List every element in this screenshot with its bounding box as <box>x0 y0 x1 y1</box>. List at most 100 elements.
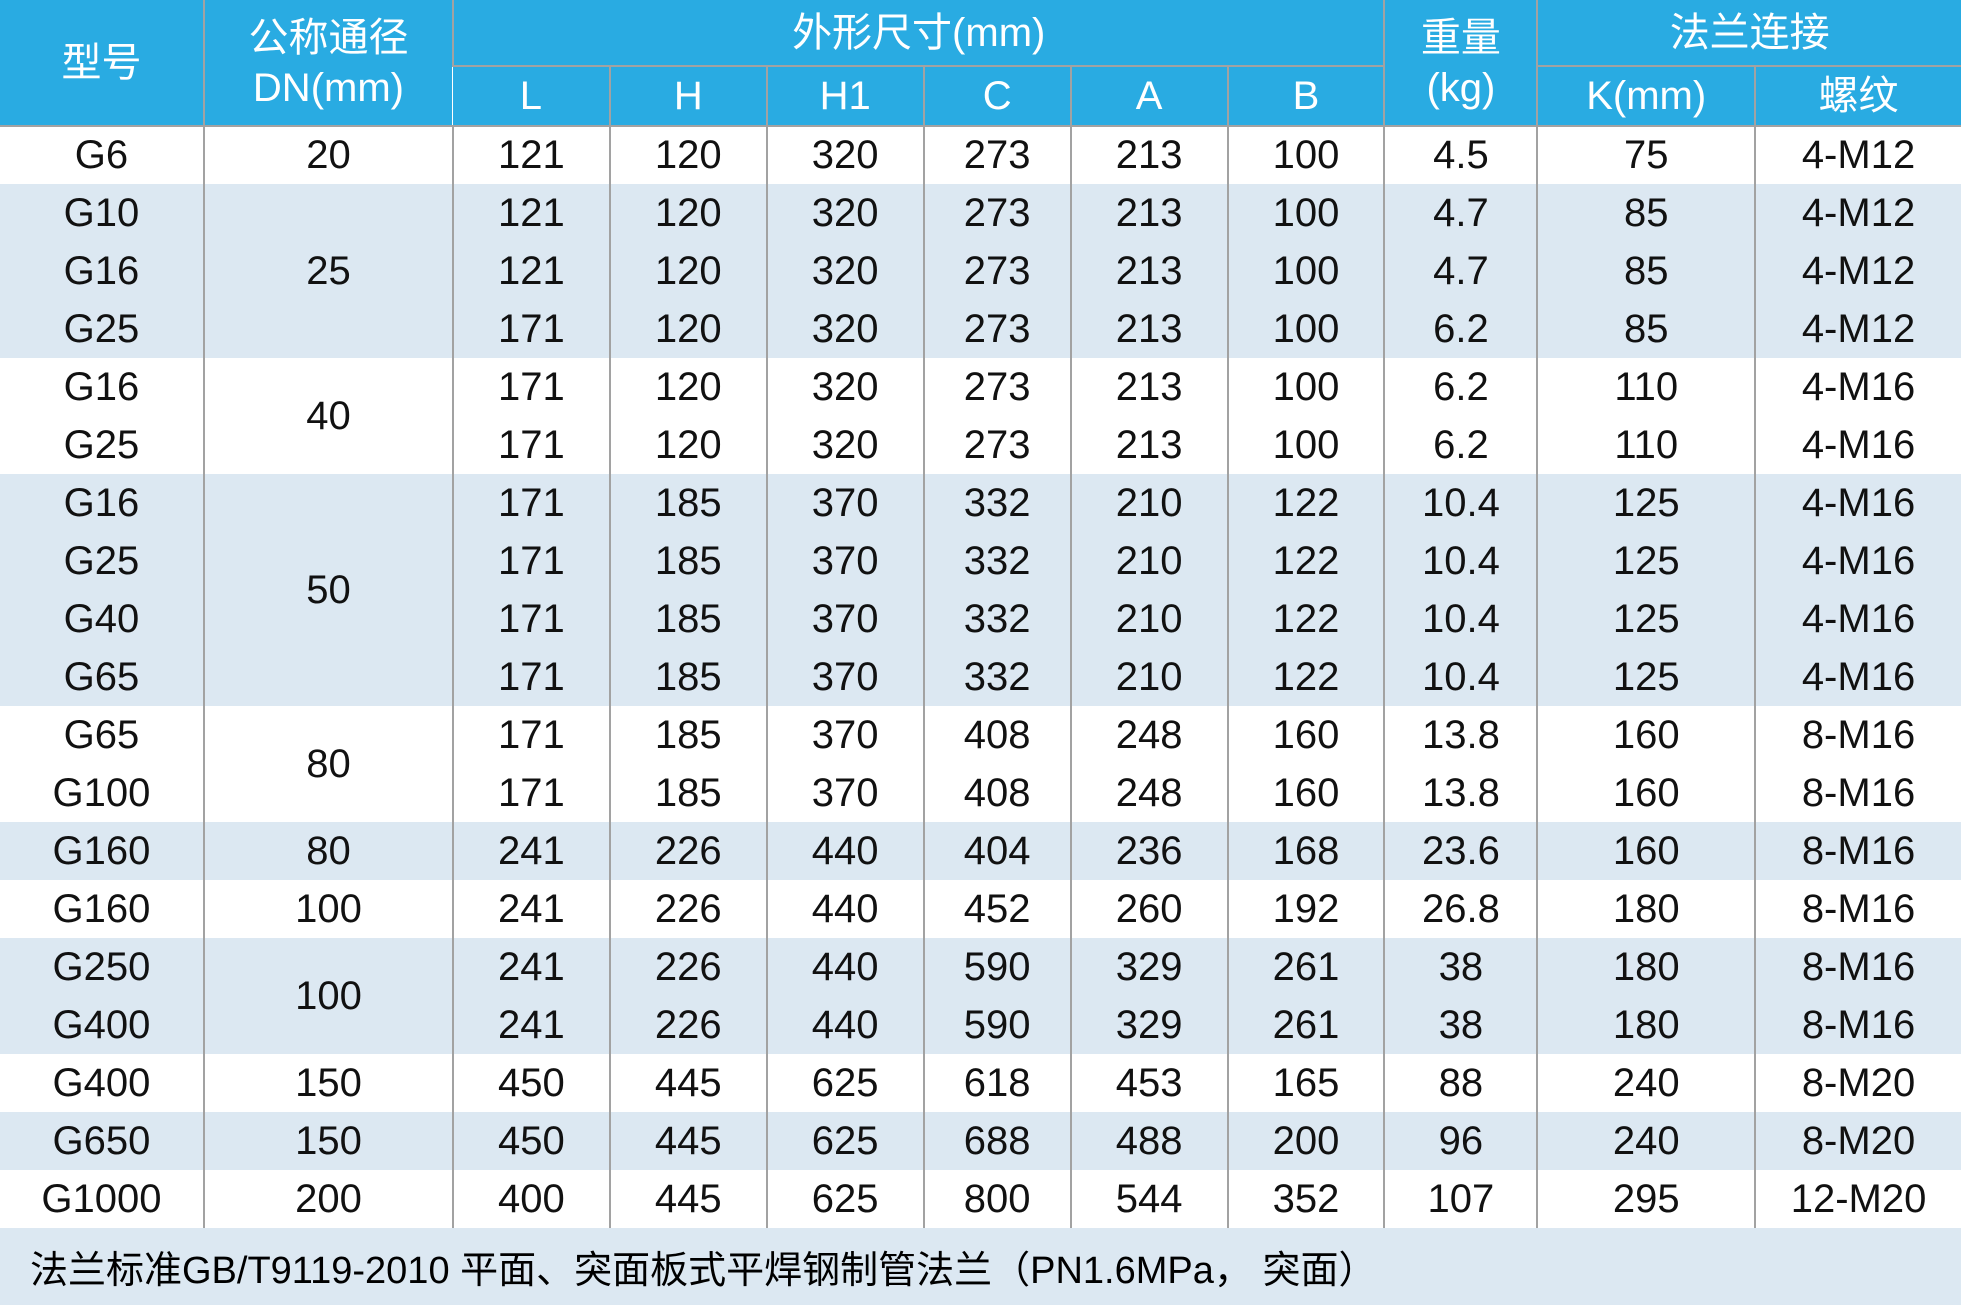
cell-model: G16 <box>63 480 140 525</box>
cell-H: 120 <box>608 358 767 416</box>
cell-K: 85 <box>1536 242 1756 300</box>
cell-dn: 100 <box>202 880 453 938</box>
cell-H1: 370 <box>765 532 924 590</box>
cell-K: 160 <box>1536 822 1756 880</box>
cell-thread: 8-M20 <box>1754 1112 1961 1170</box>
col-header-H1: H1 <box>765 66 924 127</box>
cell-K: 85 <box>1536 184 1756 242</box>
col-header-K: K(mm) <box>1536 66 1756 127</box>
table-row: G400 150 450 445 625 618 453 165 88 240 8-M20 <box>0 1054 1961 1112</box>
cell-L: 241 <box>451 938 610 996</box>
cell-K: 180 <box>1536 880 1756 938</box>
cell-K: 180 <box>1536 996 1756 1054</box>
col-group-dimensions: 外形尺寸(mm) <box>451 0 1385 67</box>
cell-thread: 8-M20 <box>1754 1054 1961 1112</box>
cell-model: G650 <box>52 1118 151 1163</box>
cell-K: 180 <box>1536 938 1756 996</box>
col-header-weight-line2: (kg) <box>1426 65 1496 110</box>
col-header-thread: 螺纹 <box>1754 66 1961 127</box>
cell-L: 400 <box>451 1170 610 1228</box>
cell-L: 121 <box>451 126 610 184</box>
cell-H1: 625 <box>765 1170 924 1228</box>
cell-model: G65 <box>63 654 140 699</box>
cell-H: 226 <box>608 996 767 1054</box>
cell-H1: 370 <box>765 590 924 648</box>
cell-model: G10 <box>63 190 140 235</box>
cell-A: 213 <box>1069 300 1228 358</box>
cell-weight: 10.4 <box>1383 590 1538 648</box>
cell-dn: 80 <box>202 706 453 822</box>
cell-C: 618 <box>922 1054 1071 1112</box>
cell-C: 332 <box>922 532 1071 590</box>
cell-B: 168 <box>1226 822 1385 880</box>
cell-dn: 150 <box>202 1112 453 1170</box>
col-header-dn-line2: DN(mm) <box>252 65 404 110</box>
cell-model: G25 <box>63 422 140 467</box>
cell-K: 125 <box>1536 648 1756 706</box>
cell-thread: 4-M12 <box>1754 184 1961 242</box>
cell-K: 295 <box>1536 1170 1756 1228</box>
cell-weight: 13.8 <box>1383 764 1538 822</box>
cell-K: 240 <box>1536 1112 1756 1170</box>
cell-L: 241 <box>451 822 610 880</box>
cell-H: 445 <box>608 1054 767 1112</box>
col-header-model: 型号 <box>0 0 204 127</box>
table-row: G10 25 121 120 320 273 213 100 4.7 85 4-M12 <box>0 184 1961 358</box>
cell-weight: 23.6 <box>1383 822 1538 880</box>
col-header-C: C <box>922 66 1071 127</box>
cell-B: 122 <box>1226 532 1385 590</box>
spec-table: 型号 公称通径 DN(mm) 外形尺寸(mm) 重量 (kg) 法兰连接 L H… <box>0 0 1961 1228</box>
table-row: G6 20 121 120 320 273 213 100 4.5 75 4-M12 <box>0 126 1961 184</box>
cell-B: 100 <box>1226 358 1385 416</box>
cell-A: 453 <box>1069 1054 1228 1112</box>
cell-H: 226 <box>608 938 767 996</box>
cell-weight: 6.2 <box>1383 416 1538 474</box>
cell-A: 236 <box>1069 822 1228 880</box>
cell-K: 85 <box>1536 300 1756 358</box>
cell-weight: 4.7 <box>1383 184 1538 242</box>
table-row: G16 121 120 320 273 213 100 4.7 85 4-M12 <box>0 242 1961 300</box>
cell-H1: 320 <box>765 358 924 416</box>
col-header-A: A <box>1069 66 1228 127</box>
cell-H1: 440 <box>765 822 924 880</box>
cell-weight: 10.4 <box>1383 474 1538 532</box>
cell-A: 210 <box>1069 648 1228 706</box>
cell-L: 171 <box>451 764 610 822</box>
cell-L: 450 <box>451 1054 610 1112</box>
cell-weight: 38 <box>1383 938 1538 996</box>
cell-C: 273 <box>922 126 1071 184</box>
cell-H: 185 <box>608 706 767 764</box>
cell-A: 213 <box>1069 126 1228 184</box>
cell-A: 329 <box>1069 996 1228 1054</box>
cell-C: 332 <box>922 590 1071 648</box>
col-header-weight-line1: 重量 <box>1420 15 1501 60</box>
cell-model: G100 <box>52 770 151 815</box>
cell-A: 210 <box>1069 590 1228 648</box>
cell-B: 100 <box>1226 300 1385 358</box>
cell-A: 213 <box>1069 184 1228 242</box>
cell-H: 185 <box>608 532 767 590</box>
cell-B: 100 <box>1226 126 1385 184</box>
cell-dn: 80 <box>202 822 453 880</box>
cell-K: 110 <box>1536 358 1756 416</box>
cell-H: 120 <box>608 242 767 300</box>
cell-A: 210 <box>1069 532 1228 590</box>
col-header-weight: 重量 (kg) <box>1383 0 1538 127</box>
cell-weight: 26.8 <box>1383 880 1538 938</box>
table-header: 型号 公称通径 DN(mm) 外形尺寸(mm) 重量 (kg) 法兰连接 L H… <box>0 0 1961 127</box>
cell-H1: 440 <box>765 996 924 1054</box>
cell-L: 171 <box>451 300 610 358</box>
cell-C: 688 <box>922 1112 1071 1170</box>
cell-A: 213 <box>1069 416 1228 474</box>
cell-A: 488 <box>1069 1112 1228 1170</box>
cell-H1: 320 <box>765 416 924 474</box>
cell-thread: 4-M16 <box>1754 648 1961 706</box>
cell-model: G40 <box>63 596 140 641</box>
cell-H1: 625 <box>765 1054 924 1112</box>
col-group-flange: 法兰连接 <box>1536 0 1961 67</box>
cell-A: 329 <box>1069 938 1228 996</box>
cell-L: 121 <box>451 242 610 300</box>
cell-weight: 4.7 <box>1383 242 1538 300</box>
cell-A: 248 <box>1069 764 1228 822</box>
